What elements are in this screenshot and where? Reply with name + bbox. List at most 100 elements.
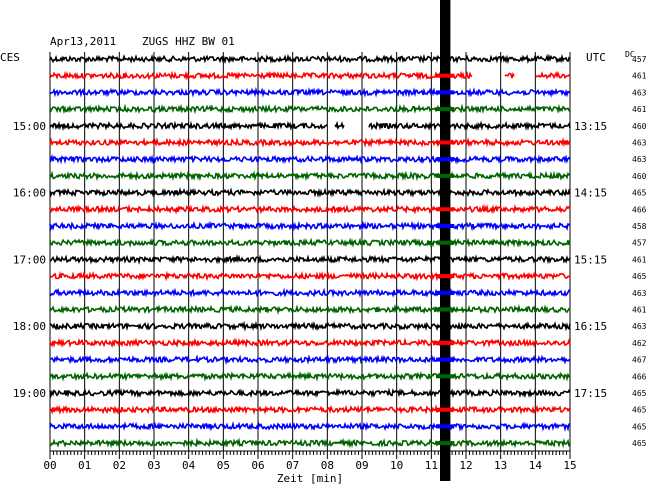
event-trace-mark [436,424,455,429]
trace-9 [49,203,571,215]
x-tick-label: 10 [390,459,403,472]
event-trace-mark [436,290,455,295]
event-trace-mark [436,357,455,362]
dc-offset-label: 467 [632,356,647,365]
dc-offset-label: 458 [632,222,647,231]
trace-0 [49,53,571,65]
dc-offset-label: 461 [632,105,647,114]
trace-11 [49,237,571,249]
trace-17 [49,337,571,349]
x-tick-label: 13 [494,459,507,472]
left-hour-labels: 15:00 16:00 17:00 18:00 19:00 [13,120,46,400]
event-trace-mark [436,140,455,145]
earthquake-event [436,0,455,481]
event-trace-mark [436,224,455,228]
trace-22 [49,420,571,433]
dc-offset-label: 460 [632,122,647,131]
x-tick-label: 15 [563,459,576,472]
dc-offset-label: 466 [632,205,647,214]
right-hour-label: 16:15 [574,320,607,333]
dc-offset-label: 461 [632,72,647,81]
time-grid [49,52,571,451]
date-label: Apr13,2011 [50,35,116,48]
x-tick-label: 08 [321,459,334,472]
trace-19 [49,370,571,382]
x-tick-label: 07 [286,459,299,472]
trace-6 [49,153,571,165]
trace-12 [49,253,571,265]
trace-group [49,53,571,449]
station-label: ZUGS HHZ BW 01 [142,35,235,48]
dc-offset-label: 465 [632,406,647,415]
trace-16 [49,320,571,332]
dc-offset-label: 457 [632,55,647,64]
dc-offset-label: 465 [632,439,647,448]
x-tick-label: 02 [113,459,126,472]
trace-21 [49,404,571,415]
dc-offset-label: 457 [632,239,647,248]
x-tick-label: 04 [182,459,196,472]
x-ticks [49,451,571,459]
dc-offset-label: 465 [632,389,647,398]
right-hour-labels: 13:15 14:15 15:15 16:15 17:15 [574,120,607,400]
event-trace-mark [436,441,455,446]
event-trace-mark [436,73,455,78]
dc-offset-label: 461 [632,255,647,264]
event-trace-mark [436,274,455,279]
right-hour-label: 15:15 [574,253,607,266]
trace-7 [49,170,571,182]
trace-1 [49,70,571,81]
x-tick-label: 01 [78,459,91,472]
trace-10 [49,220,571,232]
x-tick-label: 11 [425,459,438,472]
trace-5 [49,136,571,148]
dc-label: DC [625,50,635,59]
trace-18 [49,354,571,366]
event-trace-mark [436,207,455,212]
left-hour-label: 18:00 [13,320,46,333]
left-zone-label: CES [0,51,20,64]
event-trace-mark [436,307,455,312]
right-hour-label: 14:15 [574,187,607,200]
dc-offset-labels: 457 461 463 461 460 463 463 460 465 466 458 457 461 4… [632,55,647,448]
left-hour-label: 17:00 [13,253,46,266]
dc-offset-label: 463 [632,289,647,298]
right-hour-label: 17:15 [574,387,607,400]
dc-offset-label: 465 [632,272,647,281]
x-tick-label: 03 [147,459,160,472]
right-zone-label: UTC [586,51,606,64]
x-tick-labels: 00 01 02 03 04 05 06 07 08 09 10 11 12 13 14 15 [43,459,576,472]
event-trace-mark [436,240,455,245]
dc-offset-label: 463 [632,88,647,97]
dc-offset-label: 463 [632,139,647,148]
right-hour-label: 13:15 [574,120,607,133]
trace-15 [49,303,571,315]
trace-13 [49,270,571,282]
x-tick-label: 06 [251,459,264,472]
event-trace-mark [436,173,455,178]
dc-offset-label: 466 [632,372,647,381]
trace-8 [49,186,571,198]
left-hour-label: 16:00 [13,187,46,200]
event-trace-mark [436,407,455,412]
trace-3 [49,103,571,115]
trace-23 [49,437,571,449]
trace-4 [49,120,571,132]
dc-offset-label: 465 [632,189,647,198]
trace-20 [49,387,571,399]
left-hour-label: 19:00 [13,387,46,400]
event-trace-mark [436,340,455,345]
x-tick-label: 05 [217,459,230,472]
x-tick-label: 12 [459,459,472,472]
dc-offset-label: 465 [632,422,647,431]
trace-2 [49,86,571,98]
trace-14 [49,287,571,299]
event-trace-mark [436,374,455,379]
dc-offset-label: 463 [632,155,647,164]
x-tick-label: 00 [43,459,56,472]
dc-offset-label: 460 [632,172,647,181]
dc-offset-label: 461 [632,306,647,315]
event-burst [440,0,451,481]
event-trace-mark [436,157,455,162]
